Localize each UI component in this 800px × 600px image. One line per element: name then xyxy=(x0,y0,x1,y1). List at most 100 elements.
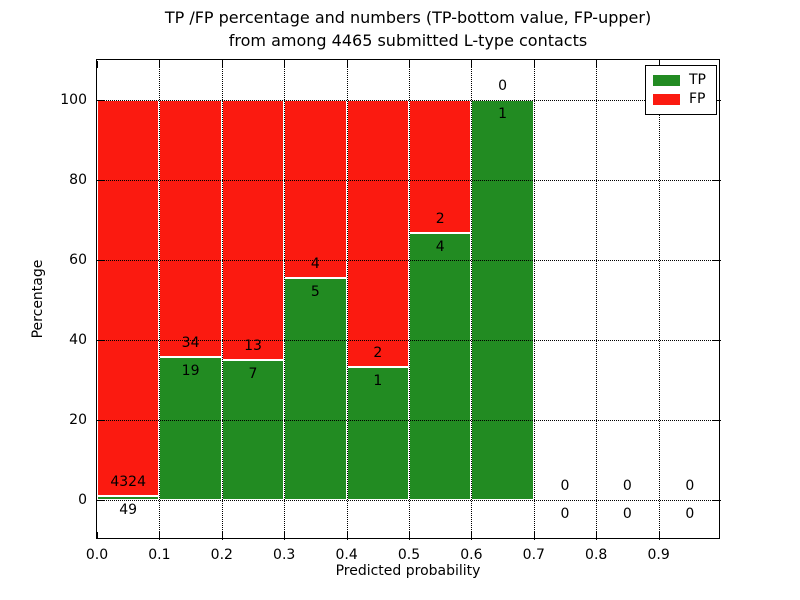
grid-line-vertical xyxy=(159,60,161,540)
tp-count-label: 0 xyxy=(685,506,695,522)
grid-line-vertical xyxy=(409,60,410,540)
y-tick-left xyxy=(98,500,105,501)
x-tick-bottom xyxy=(409,532,410,539)
y-tick-left xyxy=(98,420,105,421)
bar-tp-segment xyxy=(471,100,534,500)
x-tick-top xyxy=(284,61,286,68)
x-tick-bottom xyxy=(596,532,598,539)
grid-line-horizontal xyxy=(97,420,721,421)
y-tick-label: 40 xyxy=(69,332,87,348)
y-tick-right xyxy=(713,340,720,341)
x-tick-label: 0.2 xyxy=(210,547,233,563)
grid-line-vertical xyxy=(533,60,535,540)
tp-count-label: 7 xyxy=(248,366,258,382)
x-tick-label: 0.5 xyxy=(397,547,421,563)
grid-line-vertical xyxy=(471,60,473,540)
legend-entry-tp: TP xyxy=(653,71,709,90)
tp-count-label: 4 xyxy=(435,239,445,256)
x-tick-bottom xyxy=(159,532,161,539)
x-tick-top xyxy=(533,61,535,68)
fp-swatch-icon xyxy=(653,94,680,105)
y-tick-label: 0 xyxy=(78,492,87,508)
y-tick-label: 100 xyxy=(60,92,87,108)
x-tick-bottom xyxy=(658,532,660,539)
x-tick-label: 0.7 xyxy=(522,547,545,563)
x-tick-label: 0.3 xyxy=(273,547,296,563)
bar-fp-segment xyxy=(159,100,222,357)
chart-title-line2: from among 4465 submitted L-type contact… xyxy=(228,31,588,50)
y-tick-label: 60 xyxy=(69,252,87,268)
fp-count-label: 0 xyxy=(685,478,695,494)
tp-count-label: 19 xyxy=(181,362,200,379)
bar-tp-segment xyxy=(284,277,347,500)
grid-line-horizontal xyxy=(97,100,721,101)
fp-count-label: 4324 xyxy=(110,473,147,490)
grid-line-horizontal xyxy=(97,260,721,261)
grid-line-horizontal xyxy=(97,340,721,341)
bar-fp-segment xyxy=(97,100,160,496)
legend-label-tp: TP xyxy=(689,72,706,88)
chart-title-line1: TP /FP percentage and numbers (TP-bottom… xyxy=(164,8,652,27)
x-tick-bottom xyxy=(346,532,348,539)
bar-tp-segment xyxy=(159,356,222,500)
y-tick-right xyxy=(713,420,720,421)
legend-label-fp: FP xyxy=(689,91,706,107)
bar-tp-segment xyxy=(346,366,409,500)
bar-fp-segment xyxy=(284,100,347,278)
x-tick-label: 0.4 xyxy=(335,547,358,563)
fp-count-label: 2 xyxy=(435,211,445,228)
y-tick-right xyxy=(713,180,720,181)
tp-swatch-icon xyxy=(653,75,680,86)
fp-count-label: 34 xyxy=(181,334,200,351)
y-tick-left xyxy=(98,260,105,261)
x-tick-bottom xyxy=(471,532,473,539)
x-tick-top xyxy=(346,61,348,68)
bar-fp-segment xyxy=(221,100,285,360)
legend: TP FP xyxy=(645,65,717,115)
tp-count-label: 49 xyxy=(119,501,138,518)
plot-area: 4324 49 34 19 13 7 4 5 2 1 2 4 0 1 0 0 0 0 0 0 0.0 0.1 0.2 0.3 0… xyxy=(60,59,721,563)
fp-count-label: 0 xyxy=(498,78,508,94)
x-tick-top xyxy=(97,61,98,68)
y-tick-label: 80 xyxy=(69,172,87,188)
x-tick-bottom xyxy=(97,532,98,539)
tp-count-label: 1 xyxy=(373,372,383,389)
fp-count-label: 0 xyxy=(560,478,570,494)
bar-tp-segment xyxy=(97,495,160,500)
fp-count-label: 13 xyxy=(244,338,262,354)
tp-count-label: 0 xyxy=(560,506,570,522)
tp-count-label: 1 xyxy=(498,106,508,122)
fp-count-label: 4 xyxy=(310,255,320,272)
y-tick-left xyxy=(98,180,105,181)
grid-line-horizontal xyxy=(97,180,721,181)
y-tick-label: 20 xyxy=(69,412,87,428)
y-tick-right xyxy=(713,500,720,501)
tp-count-label: 0 xyxy=(622,506,632,522)
bar-fp-segment xyxy=(346,100,409,367)
x-tick-top xyxy=(471,61,473,68)
x-tick-bottom xyxy=(221,532,223,539)
x-tick-label: 0.8 xyxy=(585,547,608,563)
x-tick-bottom xyxy=(533,532,535,539)
y-tick-left xyxy=(98,340,105,341)
x-tick-top xyxy=(658,61,660,68)
grid-line-vertical xyxy=(346,60,348,540)
y-tick-right xyxy=(713,260,720,261)
grid-line-vertical xyxy=(658,60,660,540)
y-tick-left xyxy=(98,100,105,101)
fp-count-label: 2 xyxy=(373,344,383,361)
x-axis-label: Predicted probability xyxy=(335,563,481,579)
y-axis-label: Percentage xyxy=(30,259,46,339)
tp-count-label: 5 xyxy=(310,283,320,300)
x-tick-bottom xyxy=(284,532,286,539)
x-tick-top xyxy=(221,61,223,68)
x-tick-top xyxy=(159,61,161,68)
x-tick-top xyxy=(596,61,598,68)
grid-line-horizontal xyxy=(97,500,721,501)
x-tick-label: 0.0 xyxy=(85,547,109,563)
x-tick-label: 0.1 xyxy=(148,547,171,563)
grid-line-vertical xyxy=(284,60,286,540)
fp-count-label: 0 xyxy=(622,478,632,494)
grid-line-vertical xyxy=(221,60,223,540)
